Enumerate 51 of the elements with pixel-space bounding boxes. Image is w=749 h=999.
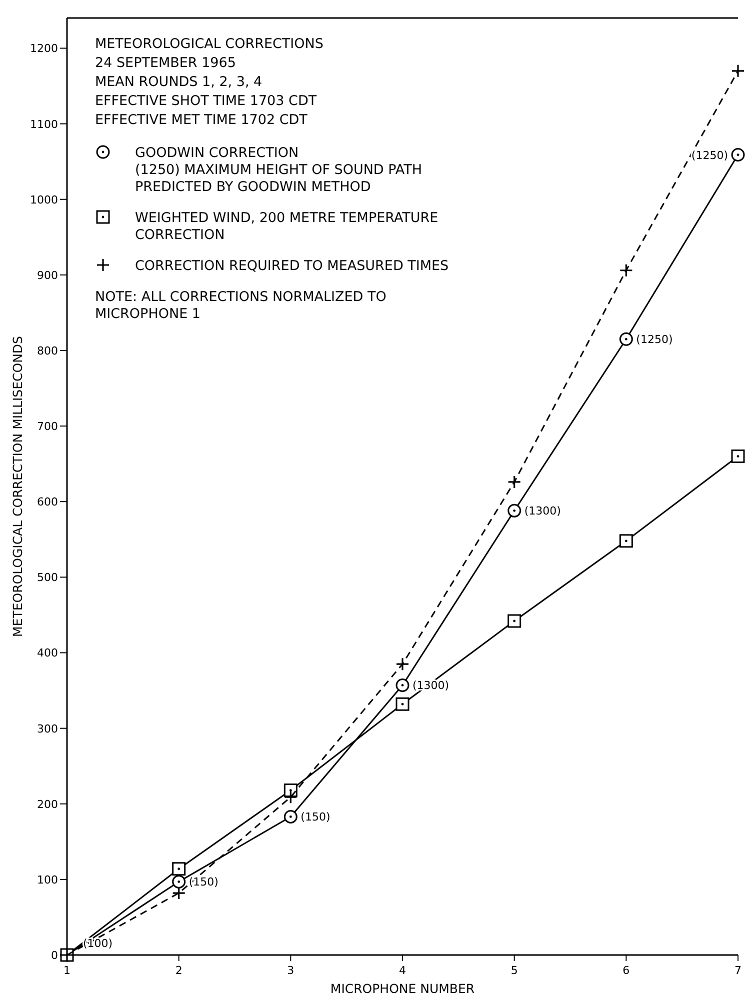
y-tick-label: 100 (37, 873, 58, 886)
point (619, 534, 633, 548)
point (396, 697, 410, 711)
y-tick-label: 1000 (30, 193, 58, 206)
annotation: NOTE: ALL CORRECTIONS NORMALIZED TO MICROPHONE 1 (95, 289, 386, 322)
text: METEOROLOGICAL CORRECTIONS (95, 36, 324, 52)
annotation: (1250) (691, 148, 728, 162)
y-tick-label: 800 (37, 344, 58, 358)
annotation: (150) (300, 810, 330, 824)
x-tick-label: 6 (622, 964, 630, 977)
y-tick-label: 0 (51, 949, 58, 962)
text: 24 SEPTEMBER 1965 MEAN ROUNDS 1, 2, 3, 4 EFFECTIVE SHOT TIME 1703 CDT EFFECTIVE MET TIME 1702 CDT (95, 55, 318, 128)
point (396, 657, 410, 671)
annotation: (1250) (636, 333, 673, 346)
y-tick-label: 900 (37, 268, 58, 282)
y-tick-label: 1100 (30, 118, 58, 131)
annotation: (150) (188, 876, 218, 889)
x-tick-label: 7 (734, 964, 742, 977)
point (284, 810, 298, 824)
y-tick-label: 200 (37, 798, 58, 811)
point (731, 64, 745, 78)
legend-label: GOODWIN CORRECTION (1250) MAXIMUM HEIGHT OF SOUND PATH PREDICTED BY GOODWIN METHOD (135, 145, 422, 195)
y-tick-label: 300 (37, 722, 58, 736)
point (172, 886, 186, 900)
y-tick-label: 400 (37, 646, 58, 660)
x-tick-label: 5 (510, 964, 518, 977)
point (172, 874, 186, 888)
y-tick-label: 700 (37, 420, 58, 434)
point (508, 475, 522, 489)
x-axis-title: MICROPHONE NUMBER (330, 981, 475, 996)
point (731, 148, 745, 162)
y-tick-label: 600 (37, 496, 58, 509)
point (284, 790, 298, 804)
legend-label: CORRECTION REQUIRED TO MEASURED TIMES (135, 258, 449, 274)
point (508, 614, 522, 628)
y-tick-label: 500 (37, 571, 58, 584)
y-tick-label: 1200 (30, 42, 58, 56)
x-tick-label: 2 (175, 964, 182, 977)
point (619, 264, 633, 278)
x-tick-label: 1 (64, 964, 70, 977)
point (731, 450, 745, 464)
point (619, 332, 633, 346)
point (396, 678, 410, 692)
y-axis-title: METEOROLOGICAL CORRECTION MILLISECONDS (10, 336, 25, 637)
annotation: (1300) (524, 504, 561, 518)
point (508, 504, 522, 518)
x-tick-label: 4 (399, 964, 406, 977)
x-tick-label: 3 (287, 964, 294, 977)
annotation: (100) (83, 937, 113, 950)
legend-label: WEIGHTED WIND, 200 METRE TEMPERATURE CORRECTION (135, 210, 438, 243)
point (172, 862, 186, 876)
